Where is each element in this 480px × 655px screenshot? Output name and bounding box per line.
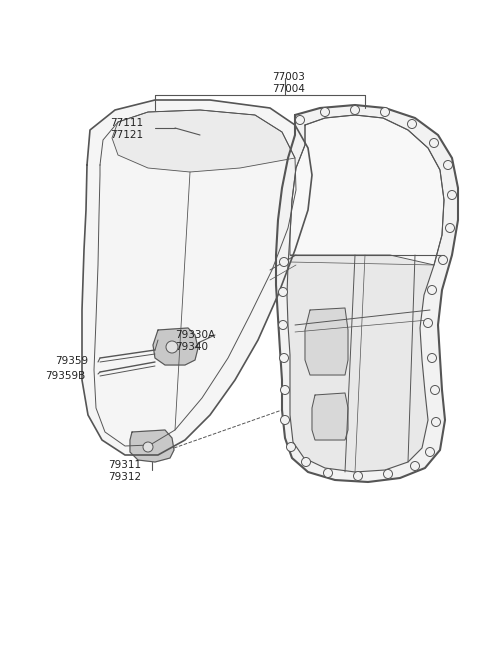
Circle shape xyxy=(432,417,441,426)
Text: 77004: 77004 xyxy=(272,84,305,94)
Polygon shape xyxy=(112,110,295,172)
Circle shape xyxy=(143,442,153,452)
Circle shape xyxy=(444,160,453,170)
Text: 77121: 77121 xyxy=(110,130,143,140)
Text: 77003: 77003 xyxy=(272,72,305,82)
Circle shape xyxy=(353,472,362,481)
Circle shape xyxy=(350,105,360,115)
Text: 79359: 79359 xyxy=(55,356,88,366)
Polygon shape xyxy=(153,328,198,365)
Circle shape xyxy=(279,354,288,362)
Polygon shape xyxy=(312,393,348,440)
Circle shape xyxy=(280,415,289,424)
Circle shape xyxy=(278,320,288,329)
Polygon shape xyxy=(276,105,458,482)
Circle shape xyxy=(439,255,447,265)
Circle shape xyxy=(408,119,417,128)
Circle shape xyxy=(296,115,304,124)
Circle shape xyxy=(278,288,288,297)
Circle shape xyxy=(423,318,432,328)
Circle shape xyxy=(428,354,436,362)
Text: 77111: 77111 xyxy=(110,118,143,128)
Circle shape xyxy=(425,447,434,457)
Text: 79359B: 79359B xyxy=(45,371,85,381)
Circle shape xyxy=(384,470,393,479)
Polygon shape xyxy=(130,430,174,462)
Circle shape xyxy=(428,286,436,295)
Circle shape xyxy=(287,443,296,451)
Polygon shape xyxy=(305,308,348,375)
Circle shape xyxy=(431,386,440,394)
Text: 79311: 79311 xyxy=(108,460,141,470)
Circle shape xyxy=(430,138,439,147)
Circle shape xyxy=(447,191,456,200)
Text: 79330A: 79330A xyxy=(175,330,215,340)
Circle shape xyxy=(301,457,311,466)
Circle shape xyxy=(321,107,329,117)
Circle shape xyxy=(410,462,420,470)
Circle shape xyxy=(324,468,333,477)
Circle shape xyxy=(445,223,455,233)
Polygon shape xyxy=(82,100,312,455)
Text: 79312: 79312 xyxy=(108,472,141,482)
Polygon shape xyxy=(290,115,444,265)
Text: 79340: 79340 xyxy=(175,342,208,352)
Circle shape xyxy=(280,386,289,394)
Circle shape xyxy=(381,107,389,117)
Circle shape xyxy=(166,341,178,353)
Circle shape xyxy=(279,257,288,267)
Polygon shape xyxy=(287,115,444,472)
